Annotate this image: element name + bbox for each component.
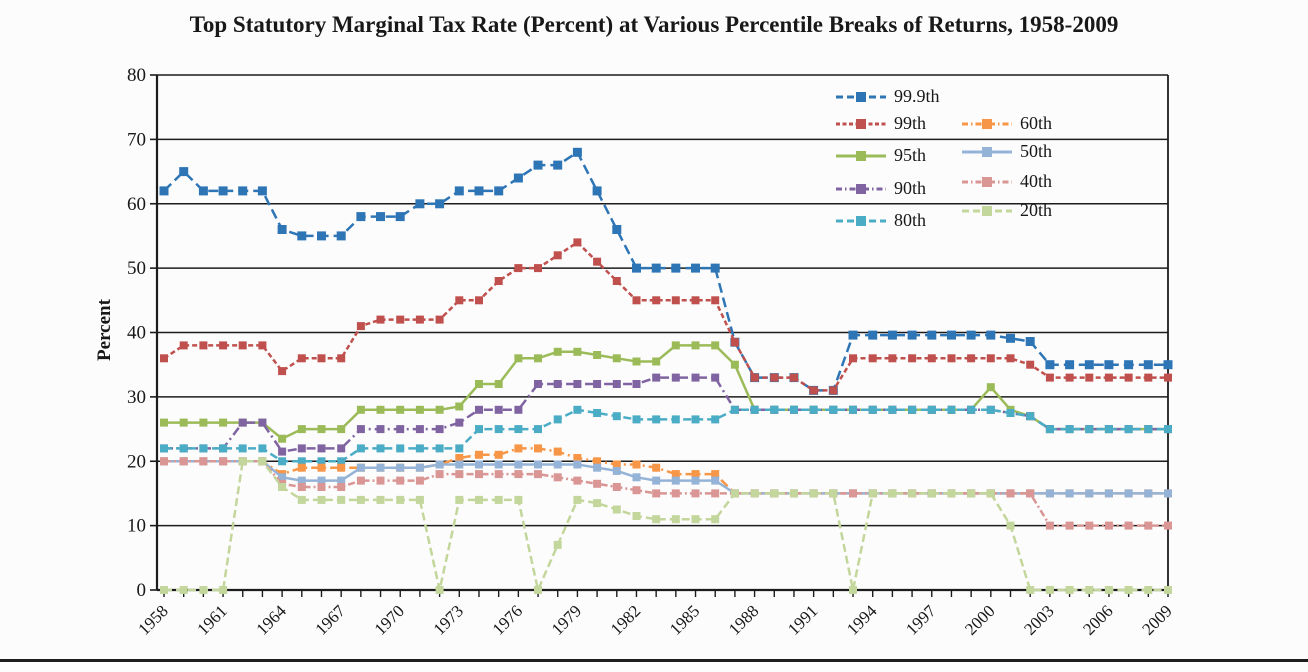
- series-80th: [160, 405, 1172, 466]
- svg-text:1988: 1988: [725, 601, 762, 638]
- svg-text:50: 50: [127, 258, 146, 279]
- svg-text:1976: 1976: [489, 601, 526, 638]
- legend-label-90th: 90th: [894, 178, 927, 198]
- legend-label-40th: 40th: [1020, 171, 1053, 191]
- svg-text:1997: 1997: [902, 601, 940, 639]
- x-tick-labels: 1958 1961 1964 1967 1970 1973 1976 1979 1982 1985…: [134, 601, 1175, 639]
- svg-text:70: 70: [127, 129, 146, 150]
- legend-item-80th: 80th: [836, 210, 926, 230]
- series-20th: [160, 457, 1172, 595]
- legend-label-95th: 95th: [894, 145, 927, 165]
- y-tick-labels: 0 10 20 30 40 50 60 70 80: [127, 65, 146, 601]
- svg-text:2006: 2006: [1079, 601, 1116, 638]
- legend-item-50th: 50th: [962, 141, 1052, 161]
- svg-text:1973: 1973: [430, 601, 467, 638]
- legend-item-99.9th: 99.9th: [836, 86, 940, 106]
- svg-text:1994: 1994: [843, 601, 881, 639]
- svg-text:1985: 1985: [666, 601, 703, 638]
- series-50th: [160, 457, 1172, 498]
- svg-text:2000: 2000: [961, 601, 998, 638]
- legend-item-95th: 95th: [836, 145, 926, 165]
- svg-text:10: 10: [127, 516, 146, 537]
- legend-item-99th: 99th: [836, 113, 926, 133]
- series-99.9th: [159, 147, 1173, 395]
- svg-text:2009: 2009: [1138, 601, 1175, 638]
- legend-label-60th: 60th: [1020, 113, 1053, 133]
- svg-text:0: 0: [137, 580, 147, 601]
- legend-swatch-99th: [836, 118, 886, 129]
- chart-title: Top Statutory Marginal Tax Rate (Percent…: [189, 12, 1119, 37]
- svg-text:1967: 1967: [312, 601, 350, 639]
- legend-label-20th: 20th: [1020, 200, 1053, 220]
- series-60th: [160, 444, 1172, 498]
- legend-swatch-60th: [962, 118, 1012, 129]
- svg-text:30: 30: [127, 387, 146, 408]
- legend-swatch-20th: [962, 205, 1012, 216]
- legend-item-90th: 90th: [836, 178, 926, 198]
- page-divider-line: [0, 659, 1308, 662]
- legend-swatch-99.9th: [836, 91, 886, 102]
- svg-text:1970: 1970: [371, 601, 408, 638]
- series-95th: [160, 341, 1172, 443]
- legend-label-50th: 50th: [1020, 141, 1053, 161]
- legend-label-99th: 99th: [894, 113, 927, 133]
- plot-svg: 0 10 20 30 40 50 60 70 80 1958 1961 1964 1967 1970 197…: [127, 65, 1176, 639]
- legend-swatch-50th: [962, 146, 1012, 157]
- legend-item-20th: 20th: [962, 200, 1052, 220]
- legend-item-40th: 40th: [962, 171, 1052, 191]
- svg-text:40: 40: [127, 323, 146, 344]
- legend-label-80th: 80th: [894, 210, 927, 230]
- legend-item-60th: 60th: [962, 113, 1052, 133]
- svg-text:2003: 2003: [1020, 601, 1057, 638]
- legend-swatch-95th: [836, 150, 886, 161]
- svg-text:20: 20: [127, 451, 146, 472]
- legend-swatch-90th: [836, 183, 886, 194]
- svg-text:1961: 1961: [193, 601, 230, 638]
- svg-text:60: 60: [127, 194, 146, 215]
- legend-swatch-40th: [962, 176, 1012, 187]
- series-99th: [160, 238, 1172, 395]
- svg-text:1964: 1964: [252, 601, 290, 639]
- svg-text:1982: 1982: [607, 601, 644, 638]
- svg-text:1991: 1991: [784, 601, 821, 638]
- svg-text:1979: 1979: [548, 601, 585, 638]
- legend-label-99.9th: 99.9th: [894, 86, 940, 106]
- svg-text:1958: 1958: [134, 601, 171, 638]
- svg-text:80: 80: [127, 65, 146, 86]
- legend-swatch-80th: [836, 215, 886, 226]
